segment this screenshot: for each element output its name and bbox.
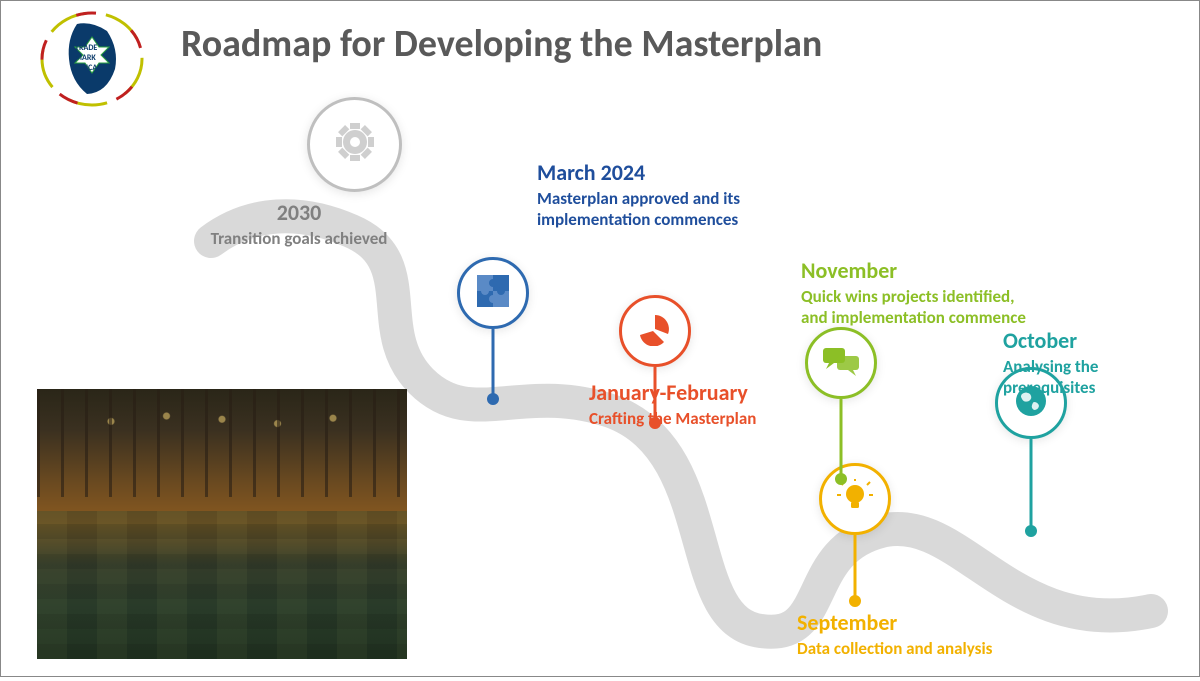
milestone-oct-pin [1025,525,1037,537]
milestone-janfeb-ring [619,295,691,367]
milestone-mar-stem [492,329,495,399]
pie-icon [638,312,672,351]
milestone-janfeb-desc: Crafting the Masterplan [589,408,799,429]
milestone-nov-stem [840,399,843,479]
milestone-oct-desc: Analysing the prerequisites [1003,356,1183,399]
logo-text-bot: AFRICA [73,63,97,73]
gear-icon [332,119,378,170]
milestone-y2030-label: 2030Transition goals achieved [189,199,409,249]
milestone-y2030-date: 2030 [189,199,409,226]
milestone-y2030-desc: Transition goals achieved [189,228,409,249]
port-photo [37,389,407,659]
puzzle-icon [473,271,513,316]
milestone-mar-pin [487,393,499,405]
milestone-mar [457,257,529,329]
logo: TRADE MARK AFRICA [37,9,147,109]
milestone-nov-pin [835,473,847,485]
milestone-y2030-ring [307,97,402,192]
milestone-nov-desc: Quick wins projects identified, and impl… [801,286,1041,329]
milestone-oct-stem [1030,439,1033,531]
page-title: Roadmap for Developing the Masterplan [181,21,822,67]
milestone-oct-date: October [1003,327,1183,354]
milestone-nov-label: NovemberQuick wins projects identified, … [801,257,1041,329]
milestone-y2030 [307,97,402,192]
milestone-sep-date: September [797,609,1037,636]
milestone-janfeb-date: January-February [589,379,799,406]
milestone-janfeb [619,295,691,367]
milestone-sep-desc: Data collection and analysis [797,638,1037,659]
milestone-mar-label: March 2024Masterplan approved and its im… [537,159,777,231]
milestone-sep-ring [819,463,891,535]
milestone-janfeb-label: January-FebruaryCrafting the Masterplan [589,379,799,429]
milestone-nov [805,327,877,399]
milestone-oct-label: OctoberAnalysing the prerequisites [1003,327,1183,399]
milestone-nov-date: November [801,257,1041,284]
milestone-nov-ring [805,327,877,399]
milestone-sep-stem [854,535,857,601]
milestone-sep-pin [849,595,861,607]
logo-text-top: TRADE [75,43,97,53]
chat-icon [821,344,861,383]
milestone-mar-ring [457,257,529,329]
milestone-mar-desc: Masterplan approved and its implementati… [537,188,777,231]
milestone-sep [819,463,891,535]
milestone-mar-date: March 2024 [537,159,777,186]
milestone-sep-label: SeptemberData collection and analysis [797,609,1037,659]
logo-text-mid: MARK [75,53,96,63]
